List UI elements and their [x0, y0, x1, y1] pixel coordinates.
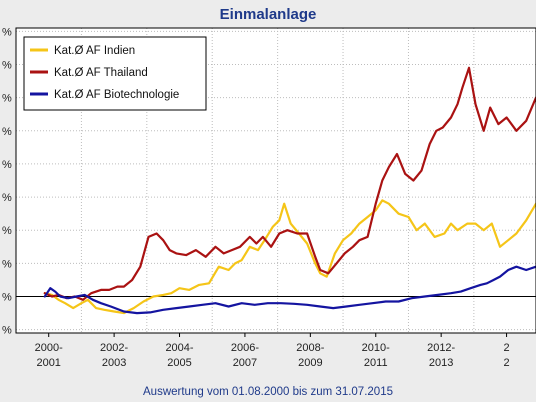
legend-box — [23, 36, 207, 111]
x-tick-label: 2008- — [296, 342, 324, 354]
x-tick-label: 2 — [504, 357, 510, 369]
series-line-1 — [43, 66, 536, 301]
legend: Kat.Ø AF Indien Kat.Ø AF Thailand Kat.Ø … — [23, 36, 207, 111]
x-tick-label: 2009 — [298, 357, 322, 369]
x-tick-label: 2000- — [35, 342, 63, 354]
series-line-0 — [43, 199, 536, 315]
legend-label-biotechnologie: Kat.Ø AF Biotechnologie — [54, 89, 179, 101]
x-tick-label: 2012- — [427, 342, 455, 354]
chart-title: Einmalanlage — [220, 6, 317, 23]
legend-label-indien: Kat.Ø AF Indien — [54, 45, 135, 57]
y-tick-label: % — [2, 292, 12, 304]
x-tick-label: 2004- — [165, 342, 193, 354]
y-tick-label: % — [2, 26, 12, 38]
x-tick-label: 2005 — [167, 357, 191, 369]
evaluation-period-note: Auswertung vom 01.08.2000 bis zum 31.07.… — [143, 386, 393, 398]
x-tick-label: 2011 — [364, 357, 388, 369]
y-tick-label: % — [2, 325, 12, 337]
y-tick-label: % — [2, 258, 12, 270]
x-tick-label: 2001 — [36, 357, 60, 369]
y-tick-label: % — [2, 159, 12, 171]
x-tick-label: 2007 — [233, 357, 257, 369]
y-tick-label: % — [2, 126, 12, 138]
x-tick-label: 2006- — [231, 342, 259, 354]
y-tick-label: % — [2, 225, 12, 237]
x-tick-label: 2010- — [362, 342, 390, 354]
x-tick-label: 2003 — [102, 357, 126, 369]
x-tick-label: 2002- — [100, 342, 128, 354]
series-line-2 — [43, 265, 536, 315]
x-tick-label: 2013 — [429, 357, 453, 369]
legend-label-thailand: Kat.Ø AF Thailand — [54, 67, 148, 79]
plot-frame — [15, 27, 536, 334]
x-tick-label: 2 — [504, 342, 510, 354]
y-tick-label: % — [2, 59, 12, 71]
y-tick-label: % — [2, 192, 12, 204]
y-tick-label: % — [2, 93, 12, 105]
